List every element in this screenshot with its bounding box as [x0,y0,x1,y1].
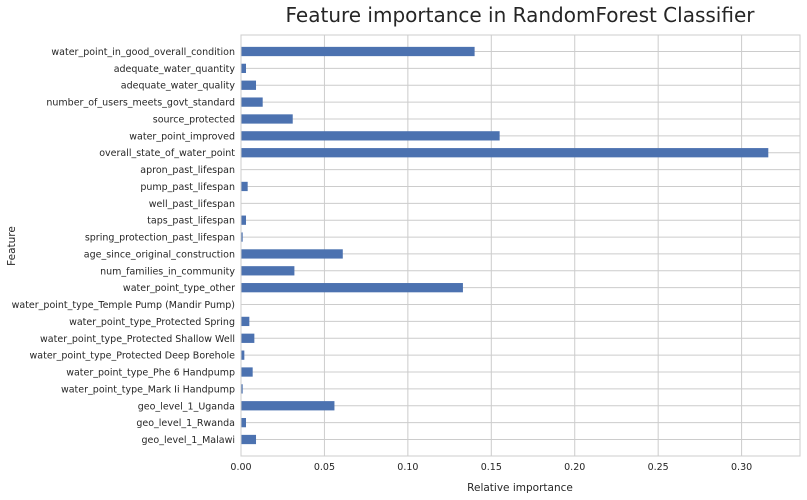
y-tick-label: taps_past_lifespan [147,216,235,227]
y-tick-label: water_point_improved [129,131,235,142]
y-tick-labels: water_point_in_good_overall_conditionade… [12,47,236,446]
y-tick-label: well_past_lifespan [149,199,235,210]
y-axis-label: Feature [6,226,18,266]
y-tick-label: pump_past_lifespan [140,182,235,193]
bar [241,367,253,377]
x-tick-label: 0.10 [397,462,418,473]
y-tick-label: number_of_users_meets_govt_standard [46,98,235,109]
bar [241,232,243,242]
x-tick-label: 0.30 [731,462,752,473]
bar [241,384,243,394]
y-tick-label: adequate_water_quality [121,81,236,92]
bar [241,417,247,428]
bars-layer [241,46,769,445]
bar [241,249,343,259]
bar [241,80,257,90]
x-tick-labels: 0.00 0.05 0.10 0.15 0.20 0.25 0.30 [230,462,752,473]
y-tick-label: age_since_original_construction [84,249,235,260]
y-tick-label: num_families_in_community [100,266,235,277]
bar [241,131,500,141]
y-tick-label: water_point_type_Protected Shallow Well [40,334,235,345]
bar [241,148,769,158]
chart-title: Feature importance in RandomForest Class… [286,3,756,27]
bar [241,46,475,57]
bar [241,350,245,360]
x-axis-label: Relative importance [467,482,573,494]
bar [241,97,263,107]
y-tick-label: water_point_type_Protected Spring [69,317,235,328]
y-tick-label: overall_state_of_water_point [99,148,235,159]
y-tick-label: water_point_type_Phe 6 Handpump [66,368,235,379]
x-tick-label: 0.25 [648,462,669,473]
y-tick-label: water_point_type_Protected Deep Borehole [30,351,236,362]
y-tick-label: water_point_in_good_overall_condition [51,47,235,58]
bar [241,434,257,445]
x-tick-label: 0.00 [230,462,251,473]
bar [241,181,248,192]
y-tick-label: water_point_type_other [123,283,235,294]
plot-frame [240,34,801,457]
y-tick-label: water_point_type_Mark Ii Handpump [61,384,235,395]
y-tick-label: apron_past_lifespan [140,165,235,176]
bar [241,401,335,411]
y-tick-label: geo_level_1_Uganda [138,401,235,412]
x-tick-label: 0.05 [314,462,335,473]
bar [241,283,463,293]
y-tick-label: adequate_water_quantity [114,64,236,75]
bar [241,215,247,225]
x-tick-label: 0.15 [481,462,502,473]
y-tick-label: source_protected [153,114,235,125]
grid-layer [240,35,800,456]
y-tick-label: water_point_type_Temple Pump (Mandir Pum… [12,300,235,311]
y-tick-label: spring_protection_past_lifespan [85,233,235,244]
bar [241,316,250,327]
bar [241,333,255,343]
y-tick-label: geo_level_1_Malawi [142,435,235,446]
bar [241,114,293,124]
bar [241,63,247,74]
x-tick-label: 0.20 [564,462,585,473]
y-tick-label: geo_level_1_Rwanda [136,418,235,429]
bar [241,266,295,276]
